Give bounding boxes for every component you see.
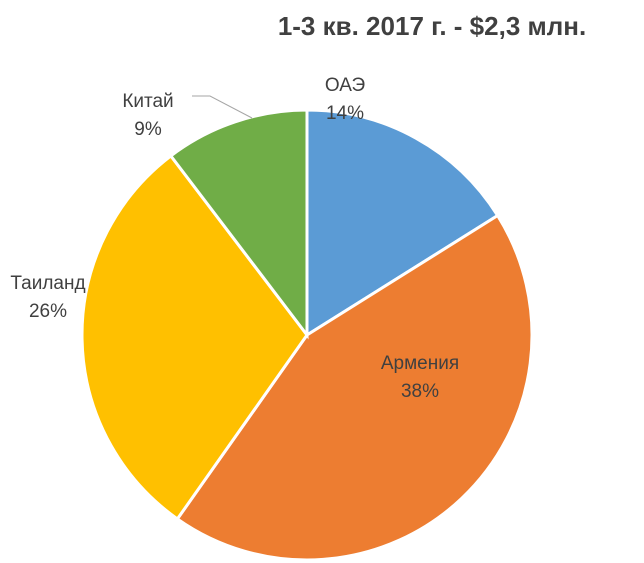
slice-value: 9% (134, 119, 162, 140)
leader-line (192, 95, 253, 119)
labels: ОАЭ 14% Армения 38% Таиланд 26% Китай 9% (10, 75, 459, 402)
slice-label: Армения (381, 353, 459, 374)
slice-label: Китай (122, 91, 173, 112)
slice-value: 14% (326, 103, 364, 124)
chart-title: 1-3 кв. 2017 г. - $2,3 млн. (278, 11, 586, 41)
pie-slice (80, 153, 309, 522)
pie-slice (305, 108, 500, 338)
slice-value: 26% (29, 301, 67, 322)
slice-label: ОАЭ (325, 75, 365, 96)
slice-value: 38% (401, 381, 439, 402)
slice-label: Таиланд (10, 273, 85, 294)
pie (80, 108, 534, 562)
pie-slice (168, 108, 309, 340)
pie-slice (175, 213, 534, 562)
